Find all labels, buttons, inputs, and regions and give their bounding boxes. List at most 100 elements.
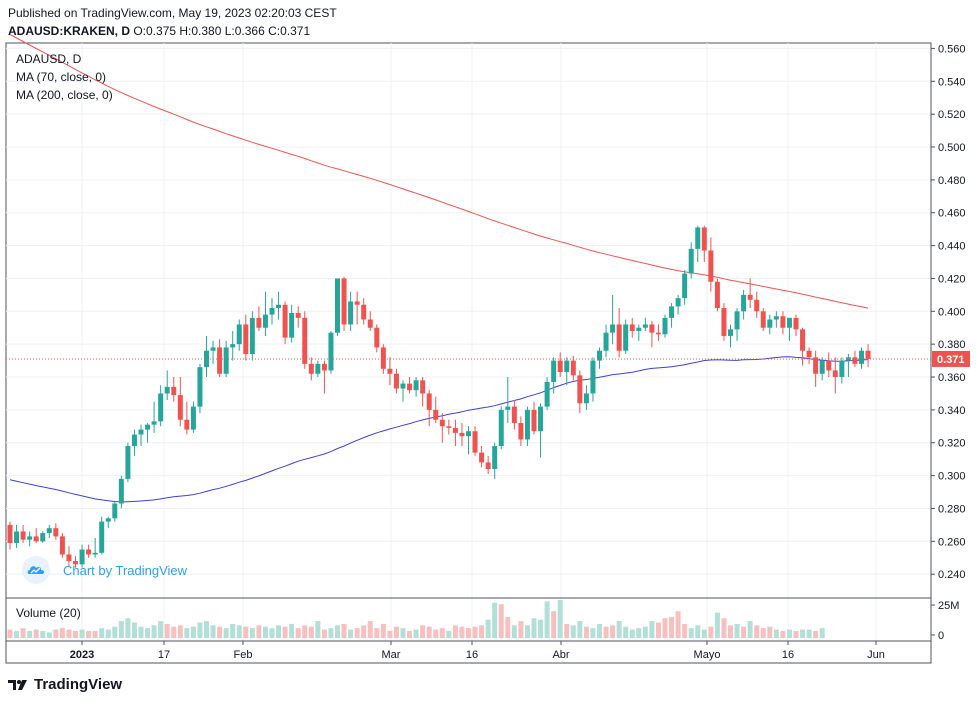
candle-body: [420, 380, 426, 394]
volume-bar: [728, 625, 733, 638]
volume-bar: [210, 625, 216, 638]
volume-bar: [800, 629, 806, 638]
volume-bar: [623, 626, 629, 638]
candle-body: [295, 312, 301, 318]
volume-bars: [7, 600, 825, 638]
candle-body: [701, 227, 707, 251]
candle-body: [177, 395, 183, 420]
volume-bar: [452, 625, 458, 638]
volume-bar: [662, 618, 668, 638]
volume-bar: [754, 625, 760, 638]
volume-bar: [636, 628, 642, 638]
candle-body: [131, 434, 137, 447]
last-price-tag: [932, 350, 970, 367]
volume-bar: [79, 629, 85, 638]
candle-body: [243, 324, 249, 355]
x-tick-label: Jun: [867, 649, 885, 661]
candle-body: [557, 360, 563, 373]
candle-body: [439, 419, 445, 427]
volume-bar: [590, 628, 596, 638]
watermark[interactable]: Chart by TradingView: [22, 556, 187, 584]
candle-body: [73, 561, 78, 565]
candle-body: [380, 347, 386, 369]
candle-body: [354, 301, 360, 305]
candle-body: [367, 319, 373, 328]
last-price-label: 0.371: [937, 354, 965, 366]
volume-bar: [256, 625, 262, 638]
symbol-ohlc-line: ADAUSD:KRAKEN, D O:0.375 H:0.380 L:0.366…: [8, 24, 310, 38]
candle-body: [511, 406, 517, 424]
candle-body: [518, 423, 524, 440]
candle-body: [524, 409, 530, 440]
candle-body: [328, 332, 334, 371]
candle-body: [780, 316, 786, 328]
volume-bar: [243, 626, 249, 638]
time-axis: 2023 17 Feb Mar 16 Abr Mayo 16 Jun: [70, 641, 885, 661]
volume-bar: [125, 618, 131, 638]
candle-body: [92, 552, 98, 555]
candle-body: [361, 304, 367, 320]
candle-body: [53, 528, 59, 537]
candle-body: [610, 324, 616, 333]
candle-body: [859, 350, 864, 364]
candle-body: [393, 373, 399, 389]
volume-bar: [701, 629, 707, 638]
candle-body: [33, 536, 39, 542]
volume-bar: [223, 628, 229, 638]
candle-body: [760, 311, 766, 328]
volume-bar: [793, 630, 799, 638]
volume-bar: [498, 604, 504, 638]
volume-bar: [649, 621, 655, 638]
volume-bar: [341, 623, 347, 638]
candle-body: [472, 431, 478, 453]
volume-bar: [708, 626, 714, 638]
legend-volume: Volume (20): [16, 606, 81, 620]
volume-bar: [407, 630, 413, 638]
volume-bar: [479, 625, 485, 638]
candle-body: [570, 360, 576, 376]
volume-bar: [53, 629, 59, 638]
volume-bar: [393, 626, 399, 638]
volume-bar: [682, 623, 688, 638]
volume-tick-label: 25M: [938, 600, 959, 612]
candle-body: [767, 319, 773, 328]
volume-bar: [629, 629, 635, 638]
candle-body: [86, 549, 92, 555]
volume-bar: [249, 628, 255, 638]
candle-body: [695, 227, 701, 249]
volume-bar: [20, 628, 26, 638]
volume-bar: [295, 628, 301, 638]
candle-body: [282, 304, 288, 338]
volume-bar: [655, 622, 661, 638]
volume-bar: [466, 628, 471, 638]
candle-body: [642, 324, 648, 328]
x-tick-label: Mar: [382, 649, 401, 661]
volume-bar: [315, 621, 321, 638]
symbol-title: ADAUSD:KRAKEN, D: [8, 24, 130, 38]
footer-logo[interactable]: TradingView: [8, 676, 122, 693]
candle-body: [485, 462, 491, 470]
candle-body: [845, 357, 851, 361]
candle-body: [14, 531, 20, 543]
candle-body: [27, 536, 33, 540]
candle-body: [387, 368, 393, 374]
ohlc-values: O:0.375 H:0.380 L:0.366 C:0.371: [133, 24, 311, 38]
candle-body: [675, 298, 681, 307]
volume-bar: [426, 626, 432, 638]
candle-body: [145, 424, 151, 430]
candle-body: [800, 329, 806, 351]
volume-bar: [7, 629, 13, 638]
candle-body: [544, 381, 550, 407]
volume-bar: [217, 626, 223, 638]
candle-body: [197, 367, 203, 407]
volume-bar: [734, 623, 740, 638]
candle-body: [236, 324, 242, 345]
candle-body: [682, 273, 688, 299]
x-tick-label: 17: [158, 649, 170, 661]
candle-body: [636, 327, 642, 332]
tradingview-logo-icon: [8, 679, 27, 690]
candle-body: [806, 350, 812, 358]
candle-body: [158, 393, 164, 422]
volume-bar: [511, 625, 517, 638]
